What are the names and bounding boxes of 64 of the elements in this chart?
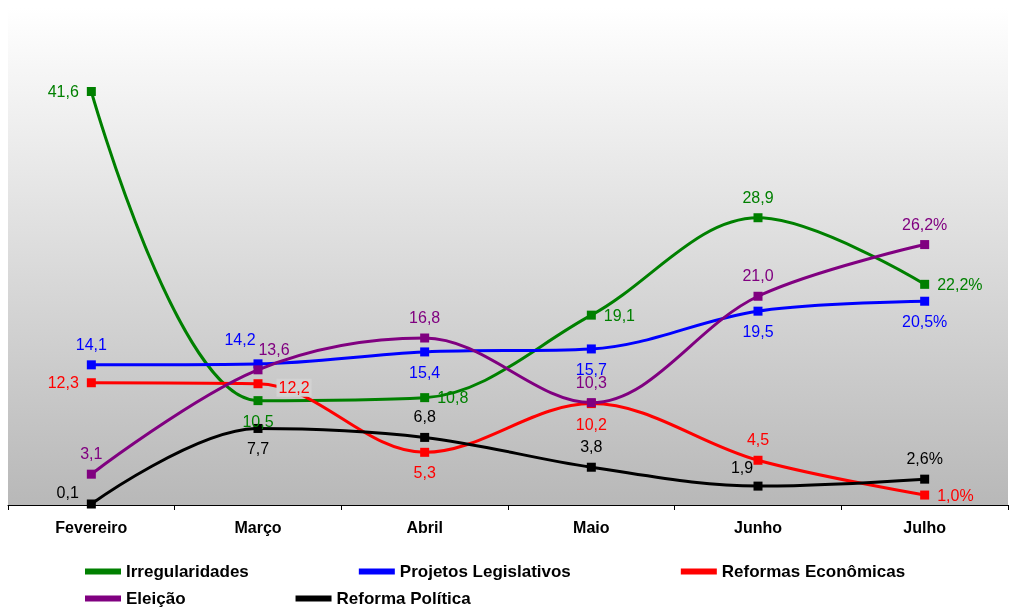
data-label: 10,5 bbox=[242, 412, 274, 430]
data-label: 21,0 bbox=[742, 267, 774, 285]
data-label: 1,0% bbox=[937, 486, 974, 504]
data-label: 2,6% bbox=[906, 450, 943, 468]
point bbox=[753, 291, 763, 301]
point bbox=[253, 365, 263, 375]
point bbox=[586, 310, 596, 320]
data-label: 12,3 bbox=[47, 374, 79, 392]
point bbox=[920, 279, 930, 289]
legend-label: Reformas Econômicas bbox=[721, 562, 906, 581]
point bbox=[920, 296, 930, 306]
point bbox=[86, 378, 96, 388]
point bbox=[753, 481, 763, 491]
data-label: 19,5 bbox=[742, 323, 774, 341]
data-label: 20,5% bbox=[901, 313, 948, 331]
data-label: 7,7 bbox=[246, 440, 270, 458]
data-label: 5,3 bbox=[413, 464, 436, 482]
point bbox=[86, 360, 96, 370]
data-label: 22,2% bbox=[937, 275, 983, 293]
point bbox=[86, 87, 96, 96]
point bbox=[753, 306, 763, 316]
data-label: 19,1 bbox=[603, 306, 636, 324]
point bbox=[420, 432, 430, 442]
data-label: 3,1 bbox=[80, 445, 103, 463]
point bbox=[253, 396, 263, 406]
data-label: 14,2 bbox=[224, 330, 256, 348]
x-tick-label: Março bbox=[234, 518, 282, 536]
data-label: 28,9 bbox=[742, 188, 774, 206]
data-label: 12,2 bbox=[278, 379, 310, 397]
data-label: 41,6 bbox=[47, 83, 79, 100]
data-label: 10,2 bbox=[575, 415, 608, 433]
point bbox=[753, 213, 763, 223]
legend-label: Reforma Política bbox=[336, 589, 472, 608]
point bbox=[586, 462, 596, 472]
x-tick-label: Junho bbox=[734, 518, 783, 536]
legend-label: Projetos Legislativos bbox=[399, 562, 571, 581]
point bbox=[420, 393, 430, 403]
data-label: 15,4 bbox=[409, 363, 441, 381]
point bbox=[920, 240, 930, 250]
legend-label: Irregularidades bbox=[126, 562, 249, 581]
data-label: 0,1 bbox=[56, 483, 79, 501]
data-label: 14,1 bbox=[75, 335, 108, 353]
data-label: 3,8 bbox=[580, 438, 603, 456]
point bbox=[86, 499, 96, 509]
data-label: 26,2% bbox=[901, 215, 948, 233]
point bbox=[420, 333, 430, 343]
x-tick-label: Maio bbox=[573, 518, 610, 536]
point bbox=[920, 474, 930, 484]
x-tick-label: Julho bbox=[903, 518, 947, 536]
point bbox=[420, 347, 430, 357]
x-tick-label: Abril bbox=[406, 518, 443, 536]
point bbox=[920, 490, 930, 500]
x-tick-label: Fevereiro bbox=[55, 518, 128, 536]
point bbox=[420, 447, 430, 457]
data-label: 16,8 bbox=[409, 309, 441, 327]
data-label: 6,8 bbox=[413, 408, 436, 426]
point bbox=[586, 344, 596, 354]
data-label: 4,5 bbox=[746, 431, 770, 449]
point bbox=[86, 469, 96, 479]
point bbox=[253, 379, 263, 389]
legend-label: Eleição bbox=[126, 589, 186, 608]
data-label: 13,6 bbox=[258, 340, 290, 358]
data-label: 1,9 bbox=[730, 459, 754, 477]
point bbox=[753, 455, 763, 465]
